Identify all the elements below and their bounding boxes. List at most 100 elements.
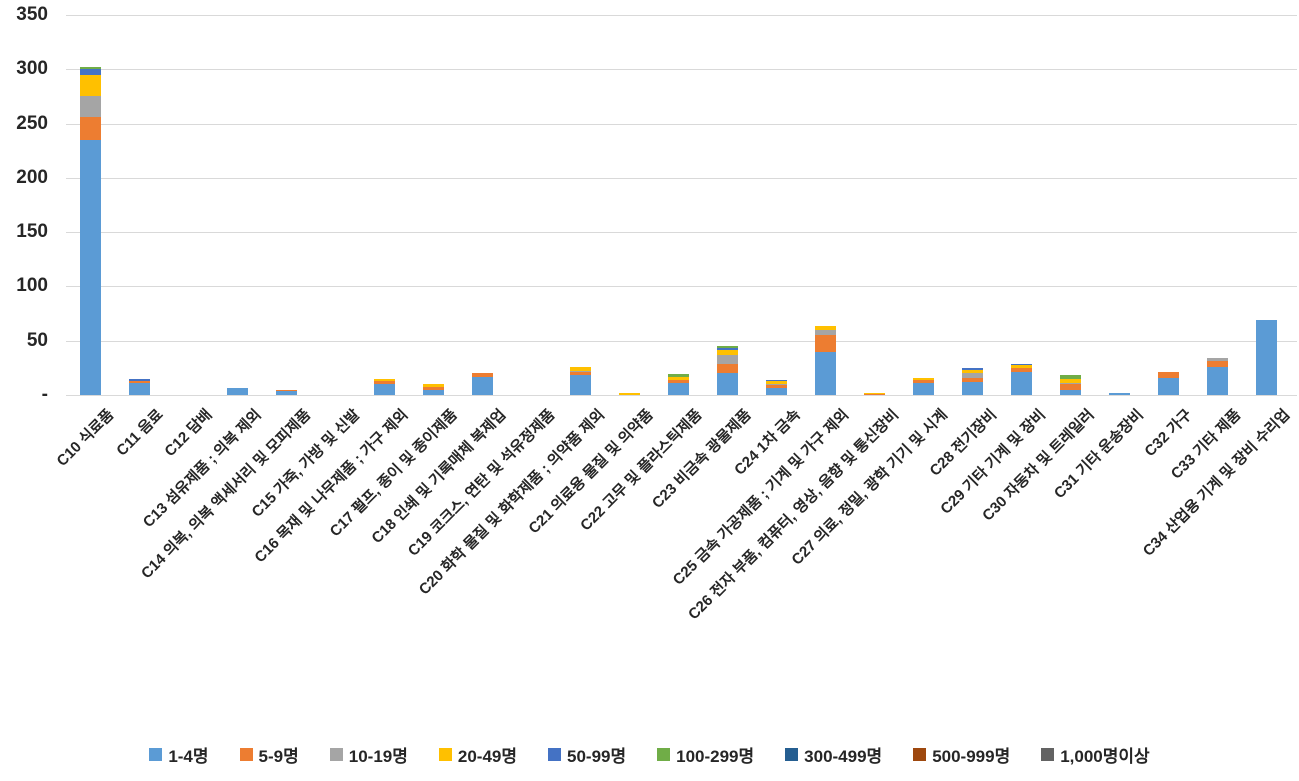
bar-segment bbox=[374, 380, 395, 385]
bar-segment bbox=[1060, 383, 1081, 385]
bar-segment bbox=[766, 380, 787, 385]
bar-segment bbox=[864, 393, 885, 395]
bar-segment bbox=[668, 374, 689, 377]
bar-segment bbox=[913, 377, 934, 380]
bar-segment bbox=[227, 388, 248, 395]
bar-segment bbox=[1207, 361, 1228, 367]
bar-segment bbox=[619, 392, 640, 395]
y-axis-tick-label: 250 bbox=[16, 112, 48, 134]
gridline bbox=[66, 395, 1297, 396]
bar-segment bbox=[374, 384, 395, 395]
bar-segment bbox=[423, 384, 444, 388]
legend-item: 5-9명 bbox=[239, 742, 299, 767]
bar-segment bbox=[80, 96, 101, 118]
legend-swatch-icon bbox=[785, 748, 799, 761]
bar-segment bbox=[423, 389, 444, 395]
bar-segment bbox=[1109, 392, 1130, 395]
legend-swatch-icon bbox=[239, 748, 253, 761]
bar-segment bbox=[1011, 372, 1032, 395]
bar-segment bbox=[1158, 372, 1179, 378]
legend-item: 300-499명 bbox=[785, 742, 882, 767]
bar-segment bbox=[80, 74, 101, 97]
legend-item: 1-4명 bbox=[149, 742, 209, 767]
bar-segment bbox=[1207, 358, 1228, 362]
legend-label: 20-49명 bbox=[457, 747, 517, 766]
bar-segment bbox=[1060, 375, 1081, 379]
bar-segment bbox=[570, 366, 591, 372]
bar-segment bbox=[570, 372, 591, 376]
y-axis-tick-label: - bbox=[41, 384, 48, 405]
bar-segment bbox=[962, 367, 983, 370]
x-axis-category-label: C10 식료품 bbox=[53, 406, 118, 470]
bar-segment bbox=[717, 354, 738, 364]
gridline bbox=[66, 340, 1297, 342]
bar-segment bbox=[1158, 377, 1179, 395]
bar-segment bbox=[815, 329, 836, 336]
x-axis-category-label: C11 음료 bbox=[113, 406, 167, 460]
bar-segment bbox=[766, 379, 787, 381]
gridline bbox=[66, 15, 1297, 16]
bar-segment bbox=[815, 335, 836, 352]
legend-swatch-icon bbox=[438, 748, 452, 761]
legend-label: 1-4명 bbox=[168, 747, 209, 766]
bar-segment bbox=[962, 377, 983, 382]
bar-segment bbox=[423, 387, 444, 390]
bar-segment bbox=[80, 67, 101, 70]
bar-segment bbox=[1207, 366, 1228, 395]
bar-segment bbox=[80, 139, 101, 395]
bar-segment bbox=[129, 380, 150, 384]
legend-item: 500-999명 bbox=[913, 742, 1010, 767]
legend-label: 300-499명 bbox=[804, 747, 883, 766]
gridline bbox=[66, 177, 1297, 179]
bar-segment bbox=[668, 383, 689, 395]
bar-segment bbox=[668, 376, 689, 380]
legend-item: 50-99명 bbox=[548, 742, 626, 767]
bar-segment bbox=[1011, 363, 1032, 365]
y-axis-tick-label: 100 bbox=[16, 275, 48, 297]
bar-segment bbox=[815, 325, 836, 330]
y-axis-tick-label: 150 bbox=[16, 221, 48, 243]
legend-label: 5-9명 bbox=[258, 747, 299, 766]
legend-label: 10-19명 bbox=[348, 747, 408, 766]
legend-swatch-icon bbox=[913, 748, 927, 761]
y-axis-tick-label: 300 bbox=[16, 58, 48, 80]
bar-segment bbox=[766, 388, 787, 395]
bar-segment bbox=[1011, 364, 1032, 368]
bar-segment bbox=[80, 117, 101, 140]
bar-segment bbox=[717, 363, 738, 374]
bar-segment bbox=[717, 346, 738, 349]
legend-swatch-icon bbox=[329, 748, 343, 761]
bar-segment bbox=[80, 69, 101, 75]
legend-swatch-icon bbox=[657, 748, 671, 761]
y-axis-tick-label: 350 bbox=[16, 4, 48, 25]
bar-segment bbox=[815, 351, 836, 395]
bar-segment bbox=[1060, 378, 1081, 384]
bar-segment bbox=[962, 370, 983, 374]
bar-segment bbox=[913, 383, 934, 395]
bar-segment bbox=[472, 373, 493, 377]
bar-segment bbox=[570, 371, 591, 373]
bar-segment bbox=[1011, 367, 1032, 373]
legend-swatch-icon bbox=[1041, 748, 1055, 761]
y-axis-tick-label: 200 bbox=[16, 166, 48, 188]
y-axis-tick-label: 50 bbox=[26, 329, 48, 351]
gridline bbox=[66, 69, 1297, 71]
bar-segment bbox=[374, 378, 395, 381]
bar-segment bbox=[717, 373, 738, 395]
bar-segment bbox=[1256, 320, 1277, 395]
bar-segment bbox=[913, 379, 934, 384]
bar-segment bbox=[962, 373, 983, 378]
legend-item: 20-49명 bbox=[438, 742, 517, 767]
bar-segment bbox=[570, 375, 591, 395]
bar-segment bbox=[129, 383, 150, 395]
bar-segment bbox=[766, 384, 787, 386]
legend-label: 100-299명 bbox=[676, 747, 755, 766]
legend-item: 10-19명 bbox=[329, 742, 408, 767]
bar-segment bbox=[717, 350, 738, 355]
legend-item: 1,000명이상 bbox=[1041, 742, 1150, 767]
legend-label: 50-99명 bbox=[567, 747, 627, 766]
bar-segment bbox=[717, 348, 738, 351]
gridline bbox=[66, 286, 1297, 288]
bar-segment bbox=[276, 389, 297, 391]
